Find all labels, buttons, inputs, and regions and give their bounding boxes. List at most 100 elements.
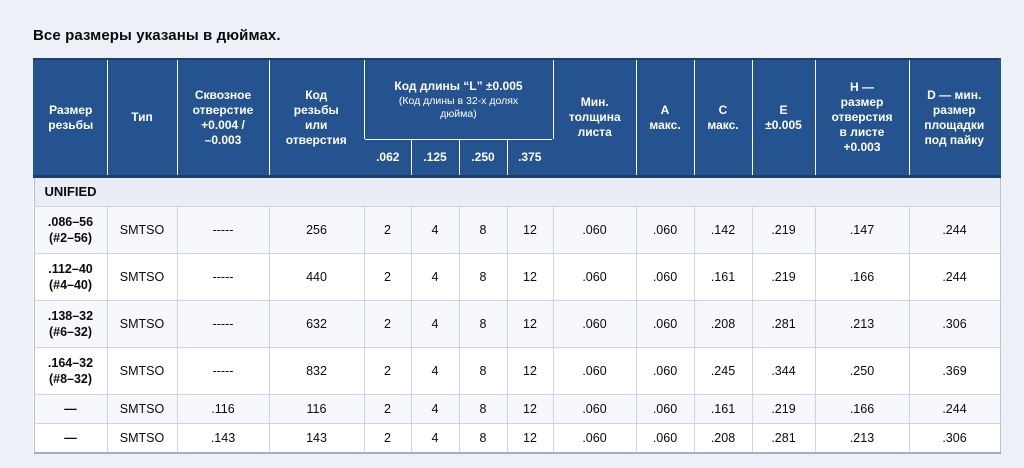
subcol-header-125: .125: [410, 139, 460, 179]
cell-d: .244: [908, 253, 1001, 302]
cell-length-375: 12: [506, 394, 554, 425]
col-header-a-max: A макс.: [635, 58, 695, 179]
col-header-d-pad-size: D — мин. размер площадки под пайку: [908, 58, 1001, 179]
cell-length-125: 4: [410, 300, 460, 349]
cell-min-sheet: .060: [552, 206, 637, 255]
cell-e: .344: [751, 347, 816, 396]
table-header: Размер резьбы Тип Сквозное отверстие +0.…: [33, 58, 1001, 179]
table-row: — SMTSO .116 116 2 4 8 12 .060 .060 .161…: [33, 394, 1001, 425]
cell-d: .306: [908, 300, 1001, 349]
cell-through-hole: -----: [176, 347, 270, 396]
cell-h: .166: [814, 253, 910, 302]
col-header-thread-code: Код резьбы или отверстия: [268, 58, 365, 179]
length-code-note: (Код длины в 32-х долях дюйма): [398, 95, 519, 120]
cell-length-062: 2: [363, 300, 412, 349]
cell-min-sheet: .060: [552, 423, 637, 454]
cell-d: .306: [908, 423, 1001, 454]
cell-min-sheet: .060: [552, 300, 637, 349]
page: Все размеры указаны в дюймах. Размер рез…: [33, 27, 1001, 454]
col-header-through-hole: Сквозное отверстие +0.004 / –0.003: [176, 58, 270, 179]
cell-length-375: 12: [506, 423, 554, 454]
cell-through-hole: -----: [176, 253, 270, 302]
table-row: .086–56 (#2–56) SMTSO ----- 256 2 4 8 12…: [33, 206, 1001, 255]
cell-thread-size: —: [33, 423, 108, 454]
cell-length-250: 8: [458, 423, 508, 454]
header-row-sub: .062 .125 .250 .375: [34, 139, 1000, 179]
cell-d: .244: [908, 394, 1001, 425]
cell-thread-code: 440: [268, 253, 365, 302]
cell-thread-size: .138–32 (#6–32): [33, 300, 108, 349]
cell-min-sheet: .060: [552, 394, 637, 425]
cell-c-max: .161: [693, 394, 753, 425]
col-header-type: Тип: [106, 58, 178, 179]
cell-thread-size: .086–56 (#2–56): [33, 206, 108, 255]
cell-c-max: .208: [693, 423, 753, 454]
cell-a-max: .060: [635, 347, 695, 396]
cell-e: .281: [751, 300, 816, 349]
col-header-length-code-group: Код длины “L” ±0.005 (Код длины в 32-х д…: [363, 58, 554, 141]
cell-length-250: 8: [458, 206, 508, 255]
cell-type: SMTSO: [106, 206, 178, 255]
table-row: — SMTSO .143 143 2 4 8 12 .060 .060 .208…: [33, 423, 1001, 454]
cell-a-max: .060: [635, 300, 695, 349]
col-header-h-hole-size: H — размер отверстия в листе +0.003: [814, 58, 910, 179]
cell-c-max: .161: [693, 253, 753, 302]
cell-h: .250: [814, 347, 910, 396]
cell-thread-code: 832: [268, 347, 365, 396]
cell-length-125: 4: [410, 423, 460, 454]
cell-length-062: 2: [363, 347, 412, 396]
cell-c-max: .208: [693, 300, 753, 349]
cell-type: SMTSO: [106, 347, 178, 396]
cell-length-125: 4: [410, 394, 460, 425]
col-header-thread-size: Размер резьбы: [33, 58, 108, 179]
cell-thread-code: 116: [268, 394, 365, 425]
cell-length-062: 2: [363, 423, 412, 454]
cell-c-max: .245: [693, 347, 753, 396]
section-label: UNIFIED: [33, 176, 1001, 208]
cell-h: .213: [814, 300, 910, 349]
cell-length-062: 2: [363, 253, 412, 302]
cell-thread-size: —: [33, 394, 108, 425]
cell-through-hole: -----: [176, 300, 270, 349]
table-row: .138–32 (#6–32) SMTSO ----- 632 2 4 8 12…: [33, 300, 1001, 349]
cell-e: .281: [751, 423, 816, 454]
cell-a-max: .060: [635, 253, 695, 302]
cell-thread-code: 256: [268, 206, 365, 255]
cell-e: .219: [751, 253, 816, 302]
col-header-min-sheet-thickness: Мин. толщина листа: [552, 58, 637, 179]
cell-h: .166: [814, 394, 910, 425]
col-header-e: E ±0.005: [751, 58, 816, 179]
cell-length-250: 8: [458, 394, 508, 425]
cell-thread-code: 143: [268, 423, 365, 454]
table-row: .164–32 (#8–32) SMTSO ----- 832 2 4 8 12…: [33, 347, 1001, 396]
cell-e: .219: [751, 394, 816, 425]
dimensions-table: Размер резьбы Тип Сквозное отверстие +0.…: [33, 58, 1001, 454]
cell-length-062: 2: [363, 394, 412, 425]
cell-through-hole: .143: [176, 423, 270, 454]
cell-length-375: 12: [506, 347, 554, 396]
table-body: UNIFIED .086–56 (#2–56) SMTSO ----- 256 …: [33, 176, 1001, 454]
cell-length-125: 4: [410, 206, 460, 255]
cell-type: SMTSO: [106, 423, 178, 454]
cell-length-250: 8: [458, 347, 508, 396]
cell-h: .147: [814, 206, 910, 255]
subcol-header-250: .250: [458, 139, 508, 179]
cell-length-125: 4: [410, 253, 460, 302]
subcol-header-375: .375: [506, 139, 554, 179]
cell-a-max: .060: [635, 206, 695, 255]
cell-length-375: 12: [506, 206, 554, 255]
subcol-header-062: .062: [363, 139, 412, 179]
cell-type: SMTSO: [106, 253, 178, 302]
header-row-main: Размер резьбы Тип Сквозное отверстие +0.…: [33, 58, 1001, 179]
cell-length-250: 8: [458, 300, 508, 349]
length-code-label: Код длины “L” ±0.005: [394, 79, 523, 93]
col-header-c-max: C макс.: [693, 58, 753, 179]
cell-h: .213: [814, 423, 910, 454]
cell-type: SMTSO: [106, 300, 178, 349]
cell-d: .369: [908, 347, 1001, 396]
cell-length-250: 8: [458, 253, 508, 302]
cell-min-sheet: .060: [552, 253, 637, 302]
cell-a-max: .060: [635, 394, 695, 425]
cell-length-375: 12: [506, 300, 554, 349]
page-title: Все размеры указаны в дюймах.: [33, 27, 281, 44]
